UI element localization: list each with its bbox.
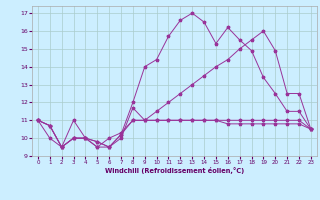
X-axis label: Windchill (Refroidissement éolien,°C): Windchill (Refroidissement éolien,°C) <box>105 167 244 174</box>
